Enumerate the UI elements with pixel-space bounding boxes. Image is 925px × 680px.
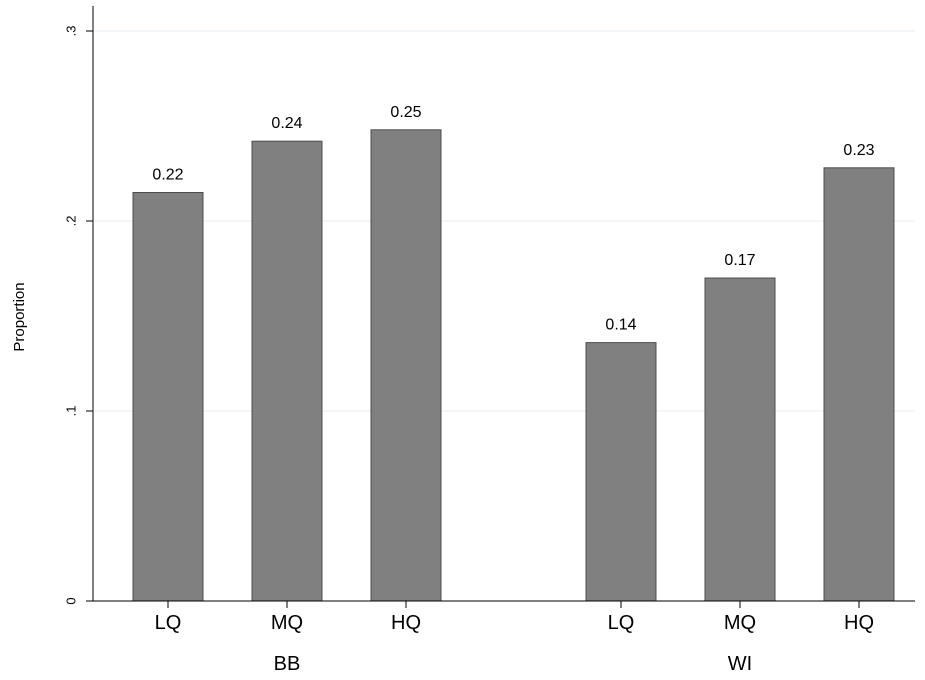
bar-wi-lq bbox=[585, 342, 657, 602]
group-label: BB bbox=[274, 653, 301, 675]
y-tick-label: 0 bbox=[64, 597, 79, 604]
y-tick-label: .2 bbox=[64, 216, 79, 227]
data-label: 0.25 bbox=[390, 104, 421, 121]
bar-bb-mq bbox=[251, 140, 323, 602]
y-tick-label: .3 bbox=[64, 26, 79, 37]
category-label: LQ bbox=[155, 612, 182, 634]
y-axis-title: Proportion bbox=[11, 282, 28, 351]
category-label: MQ bbox=[271, 612, 303, 634]
bar-layer bbox=[132, 129, 895, 602]
category-label: HQ bbox=[391, 612, 421, 634]
bar-bb-lq bbox=[132, 192, 204, 602]
grid-layer bbox=[93, 30, 915, 412]
data-label: 0.14 bbox=[605, 317, 636, 334]
axis-layer: Proportion 0 .1 .2 .3 bbox=[11, 6, 915, 608]
category-label: HQ bbox=[844, 612, 874, 634]
category-label: MQ bbox=[724, 612, 756, 634]
data-label: 0.22 bbox=[152, 167, 183, 184]
label-layer: 0.22 LQ 0.24 MQ 0.25 HQ BB 0.14 LQ 0.17 MQ 0.23 HQ WI bbox=[152, 104, 874, 675]
bar-bb-hq bbox=[370, 129, 442, 602]
data-label: 0.17 bbox=[724, 252, 755, 269]
category-label: LQ bbox=[608, 612, 635, 634]
data-label: 0.23 bbox=[843, 142, 874, 159]
y-tick-label: .1 bbox=[64, 406, 79, 417]
group-label: WI bbox=[728, 653, 752, 675]
data-label: 0.24 bbox=[271, 115, 302, 132]
bar-wi-hq bbox=[823, 167, 895, 602]
bar-wi-mq bbox=[704, 277, 776, 602]
